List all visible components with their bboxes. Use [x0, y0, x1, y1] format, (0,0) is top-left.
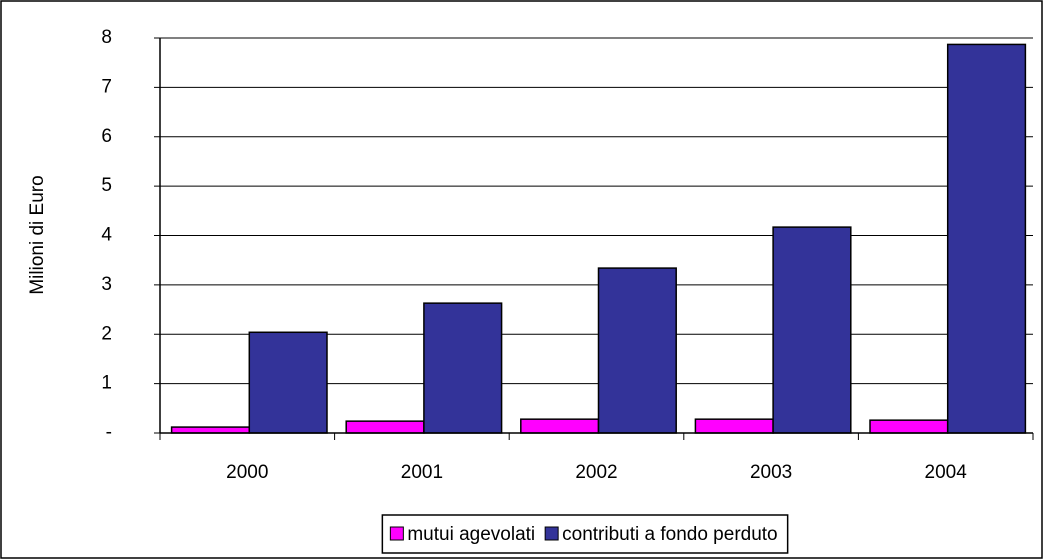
x-tick-label: 2000 [226, 462, 268, 483]
y-tick-label: 6 [101, 126, 112, 147]
bar [520, 418, 600, 434]
bar [248, 331, 328, 434]
y-axis-label: Milioni di Euro [27, 175, 48, 294]
y-tick-label: 1 [101, 373, 112, 394]
y-tick-label: 7 [101, 76, 112, 97]
y-tick-label: 5 [101, 175, 112, 196]
legend-label: mutui agevolati [407, 524, 535, 545]
legend-swatch [544, 526, 559, 541]
x-tick-label: 2002 [575, 462, 617, 483]
y-tick-label: 8 [101, 27, 112, 48]
bar [694, 418, 774, 434]
bar [869, 419, 949, 434]
y-tick-label: 3 [101, 274, 112, 295]
y-tick-label: 4 [101, 225, 112, 246]
legend-label: contributi a fondo perduto [562, 524, 778, 545]
y-tick-label: 2 [101, 323, 112, 344]
bar [597, 267, 677, 434]
bar [772, 226, 852, 434]
bar [423, 302, 503, 434]
x-tick-label: 2003 [750, 462, 792, 483]
bar [170, 426, 251, 434]
x-tick-label: 2001 [401, 462, 443, 483]
bar [345, 420, 425, 434]
legend-box [381, 514, 789, 554]
y-tick-label: - [106, 422, 112, 443]
legend-swatch [389, 526, 404, 541]
x-tick-label: 2004 [925, 462, 968, 483]
bar [946, 43, 1027, 434]
